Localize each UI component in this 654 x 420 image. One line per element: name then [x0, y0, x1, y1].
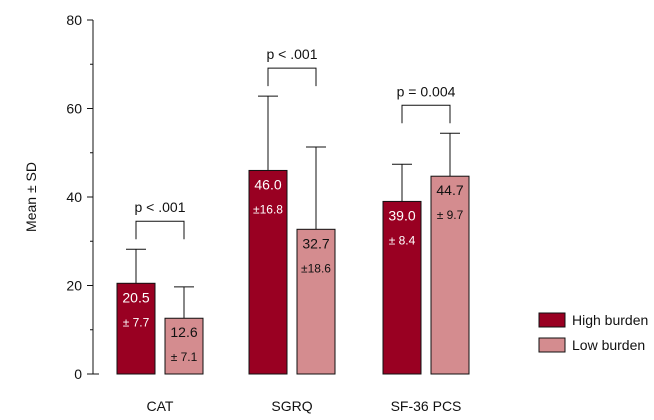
bar: [164, 317, 204, 375]
significance-bracket: [401, 104, 451, 124]
bar-value-label: 46.0: [254, 176, 281, 192]
bar-sd-label: ±16.8: [253, 202, 283, 216]
bar: [296, 228, 336, 375]
legend-label: High burden: [572, 312, 648, 328]
bar: [248, 169, 288, 375]
significance-label: p = 0.004: [397, 83, 456, 99]
bar-value-label: 39.0: [388, 207, 415, 223]
y-tick-label: 60: [66, 101, 82, 117]
category-label: SGRQ: [271, 398, 312, 414]
y-tick-label: 80: [66, 12, 82, 28]
bar: [382, 200, 422, 375]
category-label: CAT: [147, 398, 174, 414]
legend-swatch: [538, 337, 566, 353]
bar-value-label: 32.7: [302, 235, 329, 251]
bar-sd-label: ± 7.7: [123, 315, 150, 329]
category-label: SF-36 PCS: [391, 398, 462, 414]
y-tick-label: 20: [66, 278, 82, 294]
legend-label: Low burden: [572, 337, 645, 353]
bar-value-label: 44.7: [436, 182, 463, 198]
y-tick-label: 0: [74, 366, 82, 382]
bar: [116, 282, 156, 375]
significance-label: p < .001: [135, 199, 186, 215]
bar-sd-label: ± 9.7: [437, 208, 464, 222]
bar-value-label: 20.5: [122, 289, 149, 305]
y-axis-title: Mean ± SD: [23, 162, 39, 232]
significance-label: p < .001: [267, 46, 318, 62]
bar-sd-label: ± 8.4: [389, 233, 416, 247]
significance-bracket: [267, 67, 317, 87]
legend-swatch: [538, 312, 566, 328]
y-tick-label: 40: [66, 189, 82, 205]
bar-sd-label: ± 7.1: [171, 350, 198, 364]
bar-sd-label: ±18.6: [301, 261, 331, 275]
bar: [430, 175, 470, 375]
bar-value-label: 12.6: [170, 324, 197, 340]
significance-bracket: [135, 220, 185, 240]
